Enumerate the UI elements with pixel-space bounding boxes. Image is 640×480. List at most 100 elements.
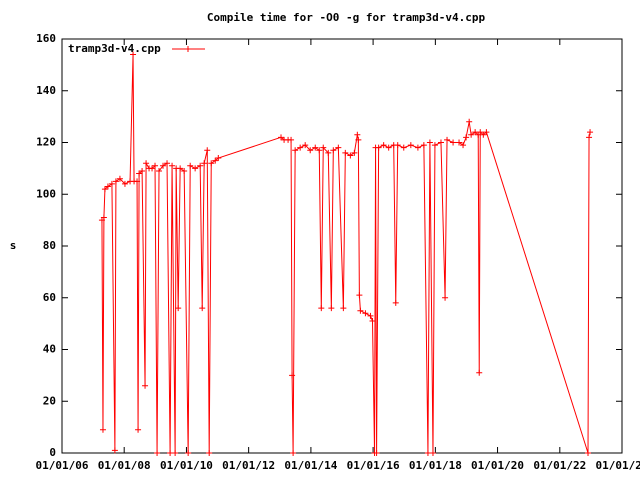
point-marker [139,167,146,174]
point-marker [325,149,332,156]
point-marker [199,305,206,312]
point-marker [357,307,364,314]
point-marker [586,134,593,141]
point-marker [426,139,433,146]
point-marker [424,450,431,456]
point-marker [355,136,362,143]
point-marker [121,180,128,187]
point-marker [450,139,457,146]
point-marker [330,147,337,154]
point-marker [335,144,342,151]
point-marker [215,155,222,162]
point-marker [320,144,327,151]
point-marker [288,136,295,143]
point-marker [431,142,438,149]
point-marker [201,160,208,167]
point-marker [160,162,167,169]
point-marker [297,144,304,151]
point-marker [414,144,421,151]
point-marker [444,136,451,143]
legend-marker [185,46,191,52]
point-marker [316,147,323,154]
point-marker [104,183,111,190]
y-tick-label: 140 [36,84,56,97]
point-marker [134,178,141,185]
point-marker [99,426,106,433]
point-marker [318,305,325,312]
point-marker [149,165,156,172]
point-marker [483,129,490,136]
point-marker [206,450,213,456]
point-marker [407,142,414,149]
x-tick-label: 01/01/22 [533,459,586,472]
point-marker [312,144,319,151]
point-marker [181,167,188,174]
point-marker [101,186,108,193]
point-marker [112,178,119,185]
point-marker [212,157,219,164]
point-marker [169,162,176,169]
point-marker [307,147,314,154]
x-tick-label: 01/01/08 [98,459,151,472]
point-marker [351,149,358,156]
point-marker [466,118,473,125]
point-marker [156,167,163,174]
y-tick-label: 20 [43,394,56,407]
legend-label: tramp3d-v4.cpp [68,42,161,55]
point-marker [400,144,407,151]
point-marker [394,142,401,149]
point-marker [460,142,467,149]
point-marker [437,139,444,146]
point-marker [342,149,349,156]
point-marker [463,134,470,141]
x-tick-label: 01/01/24 [596,459,640,472]
point-marker [369,318,376,325]
point-marker [367,312,374,319]
point-marker [185,450,192,456]
point-marker [472,129,479,136]
y-tick-label: 60 [43,291,56,304]
point-marker [362,310,369,317]
point-marker [477,129,484,136]
point-marker [356,292,363,299]
point-marker [108,180,115,187]
point-marker [585,450,592,456]
point-marker [135,426,142,433]
y-tick-label: 100 [36,187,56,200]
point-marker [143,160,150,167]
point-marker [290,450,297,456]
point-marker [100,214,107,221]
x-tick-label: 01/01/18 [409,459,462,472]
point-marker [130,51,137,58]
point-marker [164,160,171,167]
point-marker [385,144,392,151]
x-tick-label: 01/01/20 [471,459,524,472]
point-marker [328,305,335,312]
point-marker [136,170,143,177]
point-marker [197,162,204,169]
point-marker [208,160,215,167]
y-tick-label: 120 [36,136,56,149]
y-tick-label: 160 [36,32,56,45]
point-marker [480,131,487,138]
point-marker [392,299,399,306]
point-marker [154,450,161,456]
point-marker [292,147,299,154]
point-marker [476,369,483,376]
point-marker [172,450,179,456]
point-marker [302,142,309,149]
point-marker [204,147,211,154]
point-marker [380,142,387,149]
point-marker [152,162,159,169]
point-marker [420,142,427,149]
y-tick-label: 0 [49,446,56,459]
y-tick-label: 40 [43,343,56,356]
point-marker [167,450,174,456]
point-marker [175,305,182,312]
x-tick-label: 01/01/10 [160,459,213,472]
point-marker [375,144,382,151]
point-marker [587,129,594,136]
point-marker [354,131,361,138]
point-marker [347,152,354,159]
